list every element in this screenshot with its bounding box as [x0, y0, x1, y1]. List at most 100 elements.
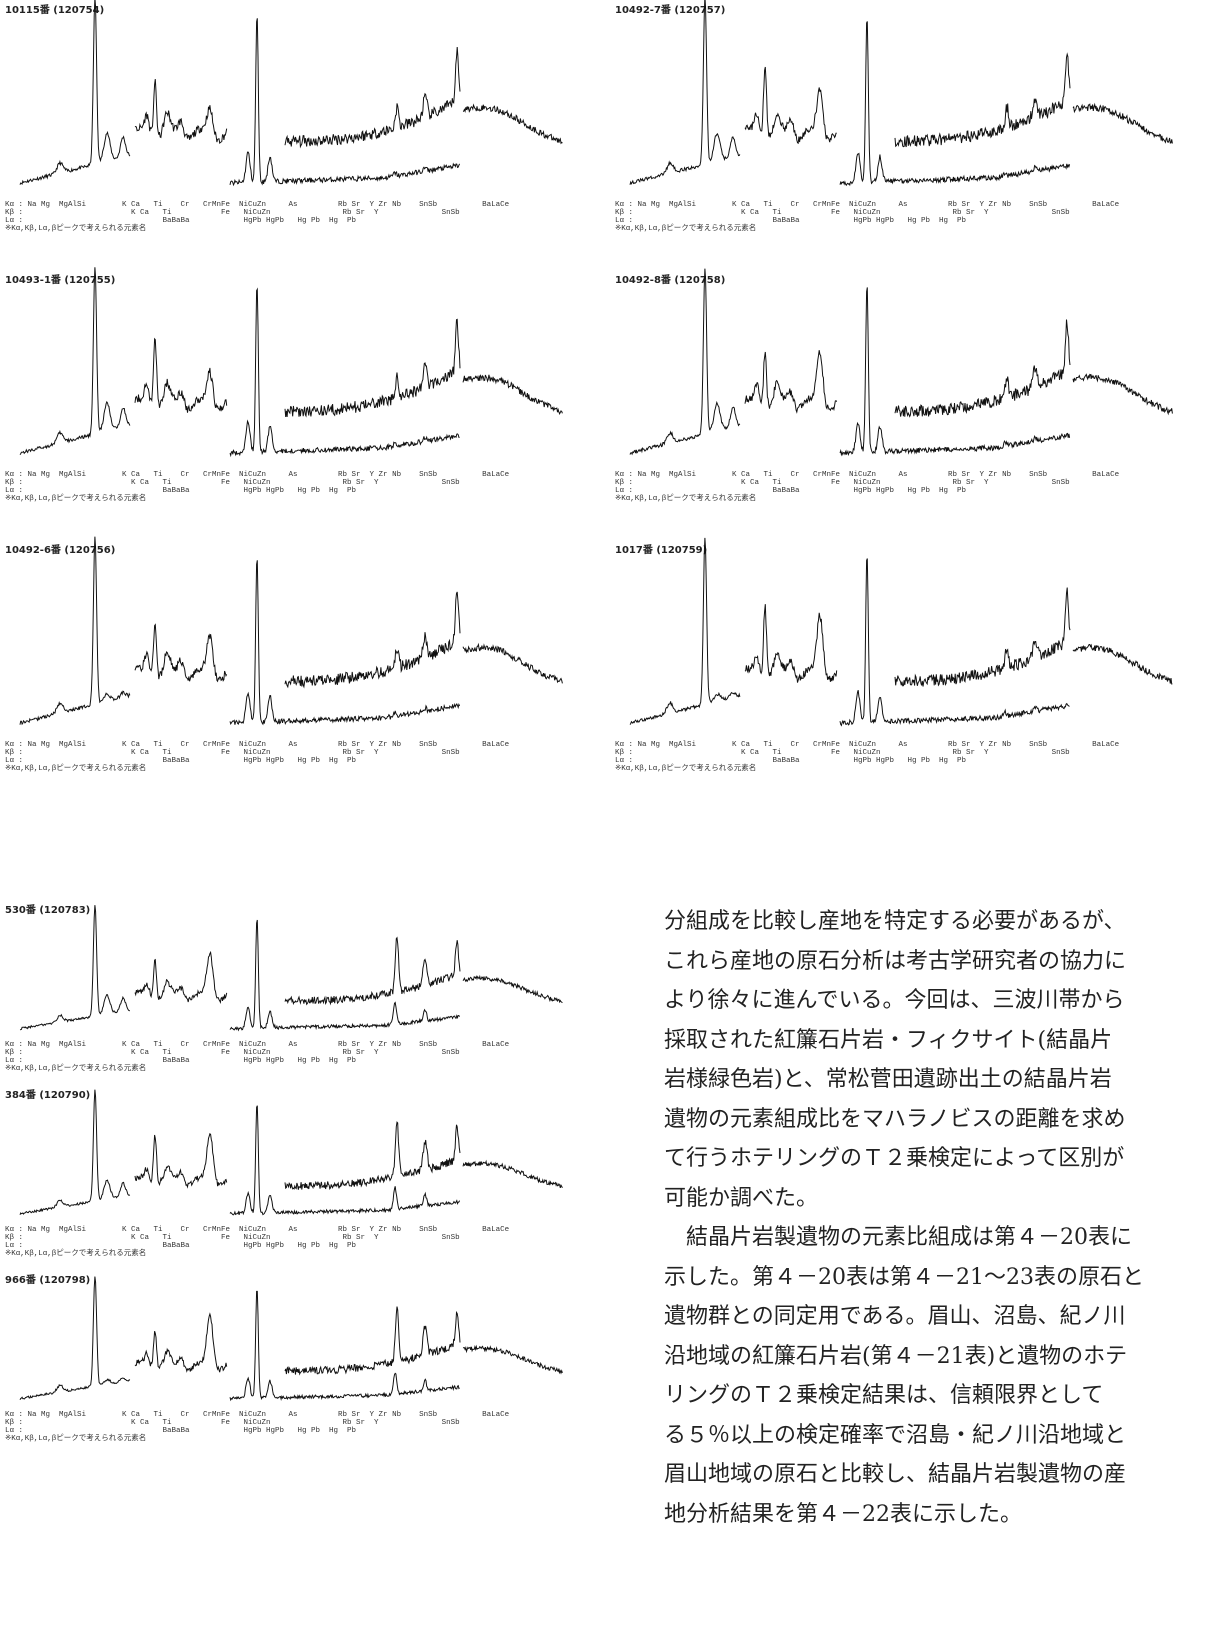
spectrum-label: Kβ : K Ca Ti Fe NiCuZn Rb Sr Y SnSb — [5, 209, 460, 217]
spectrum-trace — [462, 1344, 563, 1375]
figure-title: 530番 (120783) — [5, 903, 90, 916]
spectrum-trace — [284, 591, 461, 689]
text-line: 遺物の元素組成比をマハラノビスの距離を求め — [664, 1106, 1126, 1132]
spectrum-label: ※Kα,Kβ,Lα,βピークで考えられる元素名 — [5, 1247, 146, 1258]
text-line: 示した。第４－20表は第４－21～23表の原石と — [664, 1264, 1144, 1290]
spectrum-label: ※Kα,Kβ,Lα,βピークで考えられる元素名 — [5, 762, 146, 773]
spectrum-trace — [229, 919, 461, 1032]
spectrum-trace — [839, 287, 1071, 457]
spectrum-trace — [744, 66, 837, 145]
spectrum-trace — [462, 642, 563, 684]
text-line: て行うホテリングのＴ２乗検定によって区別が — [664, 1146, 1125, 1171]
text-line: 結晶片岩製遺物の元素比組成は第４－20表に — [664, 1225, 1132, 1250]
spectrum-trace — [134, 79, 228, 145]
spectrum-trace — [134, 623, 228, 683]
text-line: 遺物群との同定用である。眉山、沼島、紀ノ川 — [664, 1304, 1126, 1329]
spectrum-label: ※Kα,Kβ,Lα,βピークで考えられる元素名 — [5, 1432, 146, 1443]
spectrum-trace — [839, 21, 1071, 187]
spectrum-trace — [894, 319, 1071, 418]
spectrum-trace — [1072, 643, 1173, 685]
spectrum-label: Kα : Na Mg MgAlSi K Ca Ti Cr CrMnFe NiCu… — [615, 201, 1119, 209]
spectrum-trace — [284, 1121, 461, 1190]
spectrum-trace — [744, 350, 838, 414]
text-line: 分組成を比較し産地を特定する必要があるが、 — [664, 909, 1126, 934]
spectrum-trace — [1072, 102, 1173, 144]
spectrum-label: ※Kα,Kβ,Lα,βピークで考えられる元素名 — [5, 222, 146, 233]
spectrum-trace — [629, 0, 741, 185]
spectrum-trace — [229, 560, 461, 726]
spectrum-label: Lα : BaBaBa HgPb HgPb Hg Pb Hg Pb — [5, 1242, 356, 1250]
spectrum-trace — [134, 1312, 228, 1373]
body-text: 分組成を比較し産地を特定する必要があるが、 これら産地の原石分析は考古学研究者の協… — [664, 902, 1144, 1534]
spectrum-label: ※Kα,Kβ,Lα,βピークで考えられる元素名 — [5, 492, 146, 503]
spectrum-trace — [134, 1132, 228, 1189]
spectrum-figure: 10493-1番 (120755) Kα : Na Mg MgAlSi K Ca … — [5, 267, 563, 503]
spectrum-trace — [284, 318, 461, 418]
spectrum-label: Kβ : K Ca Ti Fe NiCuZn Rb Sr Y SnSb — [615, 479, 1070, 487]
text-line: 岩様緑色岩)と、常松菅田遺跡出土の結晶片岩 — [664, 1067, 1112, 1092]
spectrum-label: Kα : Na Mg MgAlSi K Ca Ti Cr CrMnFe NiCu… — [5, 1041, 509, 1049]
spectrum-label: Lα : BaBaBa HgPb HgPb Hg Pb Hg Pb — [5, 217, 356, 225]
spectrum-label: ※Kα,Kβ,Lα,βピークで考えられる元素名 — [5, 1062, 146, 1073]
spectrum-label: Kα : Na Mg MgAlSi K Ca Ti Cr CrMnFe NiCu… — [5, 1226, 509, 1234]
spectrum-trace — [629, 268, 741, 456]
spectrum-label: Kα : Na Mg MgAlSi K Ca Ti Cr CrMnFe NiCu… — [5, 741, 509, 749]
spectrum-trace — [629, 537, 741, 725]
spectrum-trace — [462, 103, 563, 145]
spectrum-label: Lα : BaBaBa HgPb HgPb Hg Pb Hg Pb — [615, 487, 966, 495]
spectrum-trace — [19, 0, 131, 185]
spectrum-trace — [284, 936, 461, 1006]
spectrum-label: Kβ : K Ca Ti Fe NiCuZn Rb Sr Y SnSb — [5, 479, 460, 487]
spectrum-label: Kβ : K Ca Ti Fe NiCuZn Rb Sr Y SnSb — [5, 1049, 460, 1057]
spectrum-trace — [19, 536, 131, 726]
figure-title: 10492-6番 (120756) — [5, 543, 115, 556]
spectrum-trace — [462, 974, 563, 1004]
text-line: 可能か調べた。 — [664, 1185, 819, 1211]
spectrum-label: Kα : Na Mg MgAlSi K Ca Ti Cr CrMnFe NiCu… — [5, 471, 509, 479]
spectrum-label: Kβ : K Ca Ti Fe NiCuZn Rb Sr Y SnSb — [615, 209, 1070, 217]
spectrum-trace — [894, 52, 1071, 148]
spectrum-trace — [284, 1306, 461, 1376]
spectrum-figure: 10492-7番 (120757) Kα : Na Mg MgAlSi K Ca … — [615, 0, 1173, 233]
spectrum-trace — [229, 1290, 460, 1402]
spectrum-label: Kα : Na Mg MgAlSi K Ca Ti Cr CrMnFe NiCu… — [5, 1411, 509, 1419]
text-line: 眉山地域の原石と比較し、結晶片岩製遺物の産 — [664, 1462, 1127, 1487]
spectrum-trace — [894, 587, 1071, 687]
spectrum-trace — [1072, 373, 1173, 416]
figure-title: 10492-8番 (120758) — [615, 273, 725, 286]
spectrum-trace — [19, 267, 131, 456]
spectrum-trace — [229, 18, 461, 187]
spectrum-trace — [229, 1105, 461, 1216]
spectrum-trace — [134, 337, 228, 413]
text-line: リングのＴ２乗検定結果は、信頼限界として — [664, 1383, 1104, 1408]
spectrum-trace — [19, 1276, 131, 1401]
figure-title: 10493-1番 (120755) — [5, 273, 115, 286]
spectrum-label: Lα : BaBaBa HgPb HgPb Hg Pb Hg Pb — [5, 757, 356, 765]
spectrum-figure: 384番 (120790) Kα : Na Mg MgAlSi K Ca Ti C… — [5, 1088, 563, 1258]
spectrum-label: Kβ : K Ca Ti Fe NiCuZn Rb Sr Y SnSb — [5, 1419, 460, 1427]
figure-title: 384番 (120790) — [5, 1088, 90, 1101]
spectrum-figure: 1017番 (120759) Kα : Na Mg MgAlSi K Ca Ti … — [615, 537, 1173, 773]
spectrum-label: Lα : BaBaBa HgPb HgPb Hg Pb Hg Pb — [5, 487, 356, 495]
spectrum-trace — [229, 287, 460, 458]
spectrum-label: Kβ : K Ca Ti Fe NiCuZn Rb Sr Y SnSb — [615, 749, 1070, 757]
figure-title: 966番 (120798) — [5, 1273, 90, 1286]
spectrum-label: Lα : BaBaBa HgPb HgPb Hg Pb Hg Pb — [615, 757, 966, 765]
spectrum-figure: 530番 (120783) Kα : Na Mg MgAlSi K Ca Ti C… — [5, 903, 563, 1073]
spectrum-label: Kβ : K Ca Ti Fe NiCuZn Rb Sr Y SnSb — [5, 749, 460, 757]
spectrum-trace — [19, 905, 130, 1031]
spectrum-figure: 10115番 (120754) Kα : Na Mg MgAlSi K Ca Ti… — [5, 0, 563, 233]
spectrum-figure: 10492-6番 (120756) Kα : Na Mg MgAlSi K Ca … — [5, 536, 563, 773]
spectrum-label: Lα : BaBaBa HgPb HgPb Hg Pb Hg Pb — [5, 1427, 356, 1435]
text-line: 沿地域の紅簾石片岩(第４－21表)と遺物のホテ — [664, 1343, 1128, 1369]
spectrum-trace — [839, 558, 1070, 727]
spectrum-label: Lα : BaBaBa HgPb HgPb Hg Pb Hg Pb — [615, 217, 966, 225]
spectrum-figure: 966番 (120798) Kα : Na Mg MgAlSi K Ca Ti C… — [5, 1273, 563, 1443]
spectrum-trace — [19, 1089, 131, 1215]
text-line: より徐々に進んでいる。今回は、三波川帯から — [664, 988, 1125, 1013]
text-line: る５％以上の検定確率で沼島・紀ノ川沿地域と — [664, 1422, 1127, 1448]
spectrum-trace — [284, 46, 461, 149]
spectrum-label: ※Kα,Kβ,Lα,βピークで考えられる元素名 — [615, 222, 756, 233]
